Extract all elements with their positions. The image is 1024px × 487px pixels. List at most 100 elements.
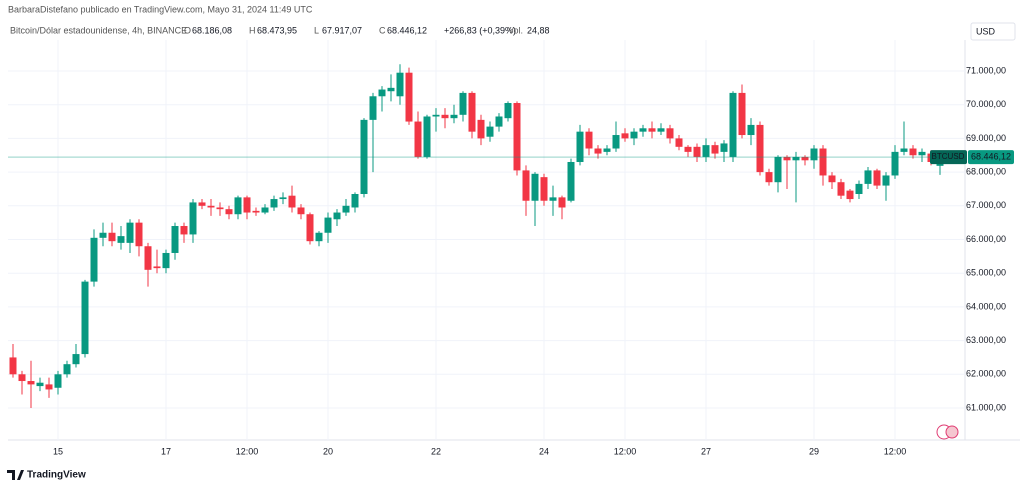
candle-body [414,121,422,157]
candle-body [90,237,98,282]
candle-body [27,381,35,385]
candle-body [630,131,638,139]
y-tick-label: 69.000,00 [966,133,1006,143]
candle-body [657,128,665,132]
candle-body [405,72,413,122]
candle-body [207,205,215,208]
x-tick-label: 17 [161,446,171,456]
x-tick-label: 12:00 [236,446,259,456]
legend-value: 68.186,08 [192,25,232,35]
y-tick-label: 63.000,00 [966,335,1006,345]
candle-body [918,151,926,156]
candle-body [684,146,692,152]
candle-body [369,96,377,120]
x-tick-label: 15 [53,446,63,456]
candle-body [873,170,881,186]
candle-body [306,214,314,242]
candle-body [567,161,575,201]
candle-body [693,146,701,157]
candle-body [864,170,872,184]
y-tick-label: 65.000,00 [966,268,1006,278]
candle-body [45,384,53,390]
x-tick-label: 20 [323,446,333,456]
candle-body [315,232,323,242]
candle-body [603,148,611,152]
candle-body [909,148,917,156]
change: +266,83 (+0,39%) [444,25,516,35]
candle-body [513,103,521,171]
candle-body [621,133,629,139]
candle-body [549,197,557,201]
candle-body [837,182,845,196]
candle-body [279,197,287,200]
candle-body [576,131,584,162]
candle-body [324,217,332,233]
candle-body [846,190,854,200]
candle-body [63,364,71,375]
y-tick-label: 66.000,00 [966,234,1006,244]
candle-body [252,210,260,213]
candle-body [459,92,467,115]
candle-body [18,374,26,382]
y-tick-label: 68.000,00 [966,166,1006,176]
candle-body [198,202,206,206]
symbol-title: Bitcoin/Dólar estadounidense, 4h, BINANC… [10,25,187,35]
attribution: BarbaraDistefano publicado en TradingVie… [8,4,313,14]
candle-body [54,374,62,388]
candle-body [180,226,188,235]
candle-body [387,87,395,92]
candle-body [810,148,818,161]
candle-body [477,119,485,139]
currency: USD [976,26,996,36]
candle-body [765,172,773,183]
candle-body [153,266,161,269]
y-tick-label: 64.000,00 [966,301,1006,311]
candle-body [801,156,809,161]
price-tag-label: 68.446,12 [971,151,1011,161]
candle-body [144,246,152,270]
candle-body [747,124,755,136]
legend-key: C [379,25,386,35]
candle-body [666,128,674,139]
candle-body [234,197,242,215]
candle-body [639,128,647,132]
volume: 24,88 [527,25,550,35]
candle-body [378,89,386,97]
candle-body [495,116,503,127]
y-tick-label: 61.000,00 [966,402,1006,412]
brand: TradingView [27,470,86,481]
candle-body [72,354,80,365]
candle-body [423,116,431,157]
legend-key: L [314,25,319,35]
candle-body [396,72,404,97]
brand-logo [7,470,24,480]
symbol-label: BTCUSD [932,152,965,161]
candle-body [216,207,224,210]
candle-body [261,207,269,213]
candle-body [729,92,737,157]
candle-body [117,236,125,243]
y-tick-label: 70.000,00 [966,99,1006,109]
candle-body [225,209,233,215]
candle-body [189,202,197,235]
candle-body [99,232,107,238]
candle-body [351,194,359,208]
legend-value: 67.917,07 [322,25,362,35]
candle-body [297,207,305,215]
candle-body [486,126,494,137]
legend-key: H [249,25,256,35]
candle-body [720,143,728,152]
currency-box[interactable] [970,22,1016,41]
candle-body [585,131,593,149]
candle-body [243,197,251,213]
candle-body [162,252,170,269]
candle-body [738,92,746,136]
candle-body [648,128,656,132]
candle-body [126,222,134,243]
volume-label: Vol. [508,25,523,35]
candle-body [81,281,89,355]
candle-body [612,135,620,149]
candle-body [36,382,44,387]
